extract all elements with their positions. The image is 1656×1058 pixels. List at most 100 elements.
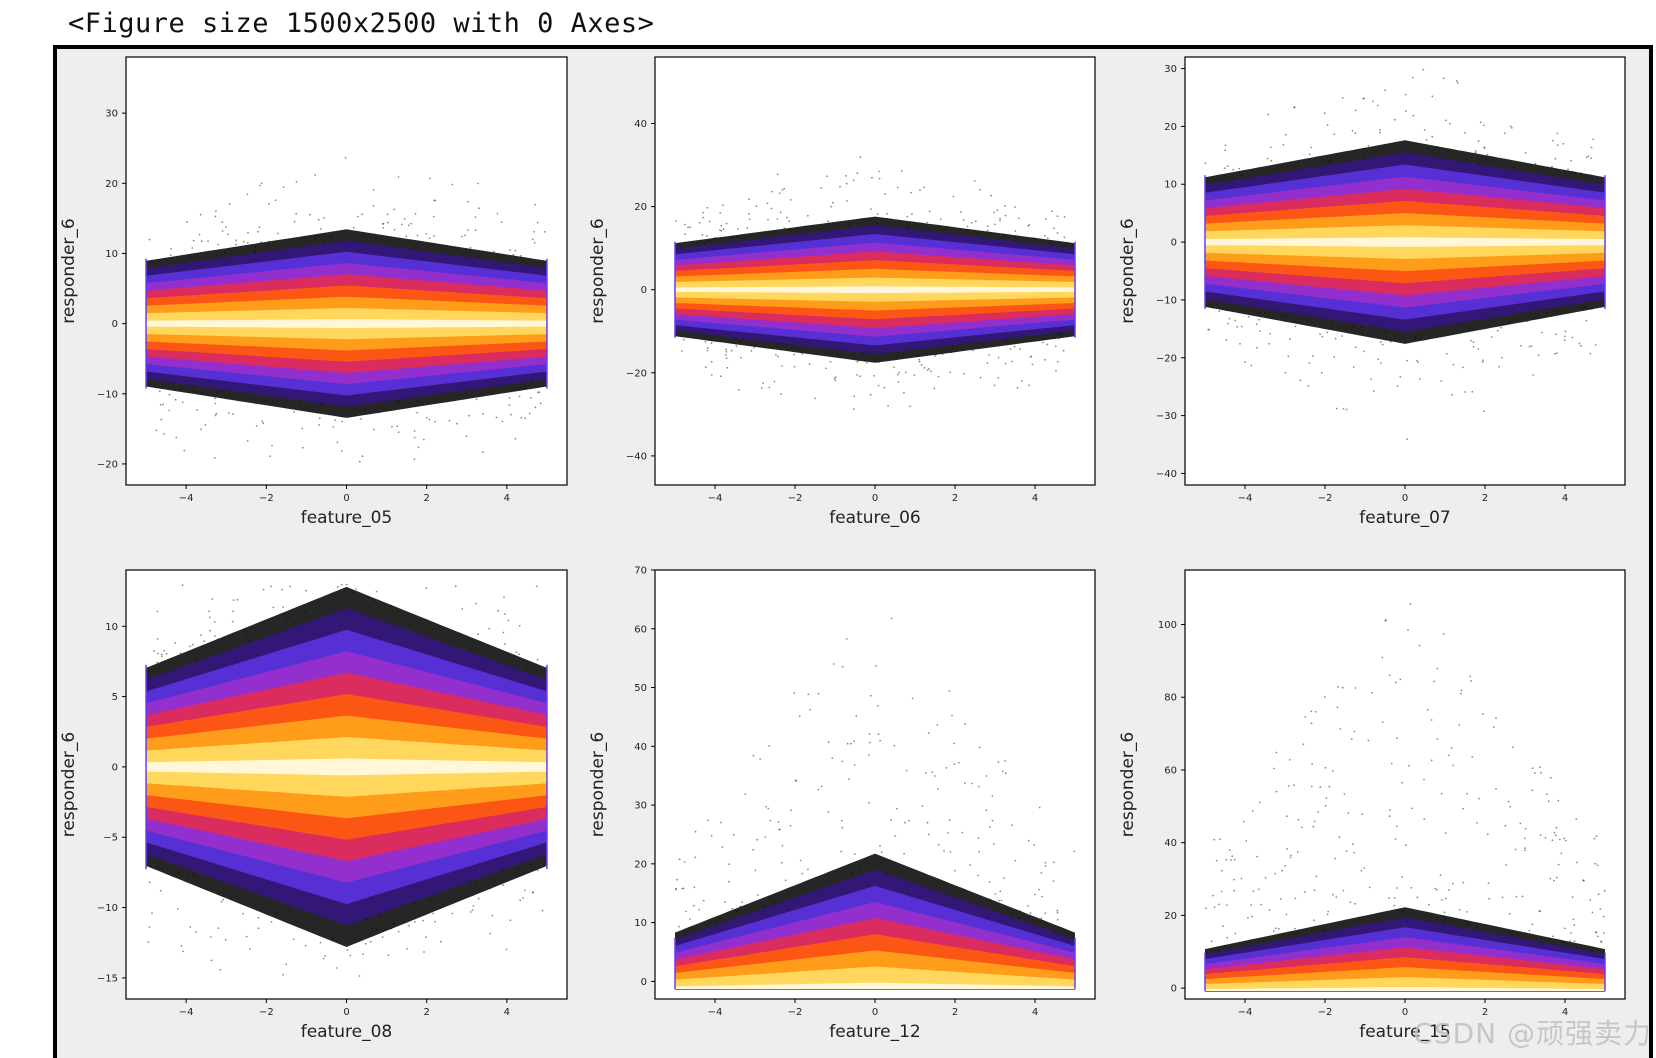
outlier-point <box>1242 820 1245 823</box>
outlier-point <box>509 249 511 251</box>
outlier-point <box>781 844 784 847</box>
outlier-point <box>1512 746 1514 749</box>
outlier-point <box>1500 326 1503 329</box>
outlier-point <box>1597 893 1600 896</box>
outlier-point <box>884 193 886 195</box>
outlier-point <box>1240 877 1243 880</box>
y-tick-label: 100 <box>1158 620 1177 631</box>
outlier-point <box>433 235 435 238</box>
outlier-point <box>689 226 691 229</box>
outlier-point <box>258 226 261 229</box>
outlier-point <box>532 891 534 894</box>
outlier-point <box>433 199 436 202</box>
outlier-point <box>1564 330 1567 333</box>
outlier-point <box>752 848 755 851</box>
outlier-point <box>698 222 701 224</box>
outlier-point <box>1541 331 1543 334</box>
outlier-point <box>1250 904 1253 906</box>
outlier-point <box>973 180 976 182</box>
outlier-point <box>397 930 400 933</box>
outlier-point <box>784 879 787 882</box>
outlier-point <box>1270 159 1273 162</box>
outlier-point <box>1394 681 1397 684</box>
outlier-point <box>1379 362 1382 364</box>
outlier-point <box>719 229 721 232</box>
outlier-point <box>179 652 182 655</box>
outlier-point <box>845 175 847 177</box>
x-tick-label: 2 <box>1482 493 1488 504</box>
outlier-point <box>1589 899 1592 901</box>
outlier-point <box>1281 869 1283 872</box>
outlier-point <box>1372 100 1374 103</box>
outlier-point <box>1408 764 1410 767</box>
outlier-point <box>1401 876 1403 878</box>
outlier-point <box>849 742 852 745</box>
outlier-point <box>1258 801 1261 804</box>
x-tick-label: 0 <box>343 1007 349 1018</box>
y-tick-label: 20 <box>1164 122 1177 133</box>
outlier-point <box>1046 237 1049 239</box>
outlier-point <box>501 420 504 423</box>
outlier-point <box>1377 358 1379 361</box>
outlier-point <box>1339 728 1342 730</box>
outlier-point <box>830 205 833 208</box>
outlier-point <box>999 219 1001 222</box>
outlier-point <box>826 175 828 178</box>
outlier-point <box>1562 143 1565 145</box>
outlier-point <box>1230 859 1232 861</box>
outlier-point <box>1555 876 1558 879</box>
outlier-point <box>1017 217 1020 220</box>
outlier-point <box>778 192 781 195</box>
outlier-point <box>1233 858 1236 861</box>
outlier-point <box>904 371 907 374</box>
outlier-point <box>768 386 771 389</box>
outlier-point <box>362 953 365 955</box>
y-tick-label: −40 <box>626 451 647 462</box>
density-band <box>675 966 1075 990</box>
outlier-point <box>488 627 491 630</box>
x-tick-label: 4 <box>1562 1007 1568 1018</box>
outlier-point <box>726 366 729 369</box>
outlier-point <box>1407 629 1409 631</box>
outlier-point <box>1233 889 1236 892</box>
outlier-point <box>809 708 811 711</box>
outlier-point <box>991 819 994 822</box>
outlier-point <box>801 353 804 355</box>
outlier-point <box>853 764 856 766</box>
outlier-point <box>879 845 881 847</box>
outlier-point <box>927 833 930 836</box>
outlier-point <box>1495 787 1497 790</box>
outlier-point <box>1224 149 1226 152</box>
outlier-point <box>877 704 879 707</box>
outlier-point <box>221 230 224 232</box>
outlier-point <box>341 420 344 423</box>
outlier-point <box>496 212 499 215</box>
outlier-point <box>1313 820 1316 823</box>
outlier-point <box>1509 805 1511 808</box>
outlier-point <box>1560 852 1563 855</box>
outlier-point <box>1395 887 1398 889</box>
outlier-point <box>783 187 786 190</box>
outlier-point <box>336 585 339 588</box>
outlier-point <box>1028 224 1031 226</box>
outlier-point <box>268 202 270 205</box>
outlier-point <box>1354 132 1357 135</box>
y-tick-label: 0 <box>641 285 647 296</box>
outlier-point <box>1010 360 1013 363</box>
outlier-point <box>1301 826 1303 829</box>
outlier-point <box>701 234 704 236</box>
outlier-point <box>162 403 165 406</box>
outlier-point <box>934 775 936 777</box>
outlier-point <box>731 907 734 910</box>
outlier-point <box>741 901 743 904</box>
subplot-feature_12: −4 −2 0 2 4010203040506070feature_12responde… <box>588 566 1096 1042</box>
outlier-point <box>482 412 484 415</box>
outlier-point <box>180 945 183 947</box>
y-tick-label: −20 <box>626 368 647 379</box>
y-tick-label: 60 <box>634 624 647 635</box>
outlier-point <box>771 190 773 193</box>
outlier-point <box>1399 678 1402 681</box>
outlier-point <box>1441 899 1443 901</box>
outlier-point <box>220 900 223 903</box>
outlier-point <box>1334 337 1337 340</box>
